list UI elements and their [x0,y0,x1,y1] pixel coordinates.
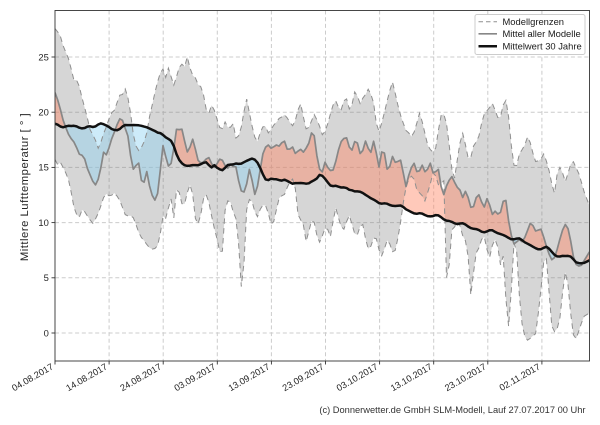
svg-text:15: 15 [38,162,48,173]
svg-text:20: 20 [38,107,48,118]
svg-text:5: 5 [44,272,49,283]
svg-text:Mittelwert 30 Jahre: Mittelwert 30 Jahre [503,40,582,51]
svg-text:Modellgrenzen: Modellgrenzen [503,16,565,27]
svg-text:Mittlere Lufttemperatur [ ° ]: Mittlere Lufttemperatur [ ° ] [19,113,31,261]
svg-text:Mittel aller Modelle: Mittel aller Modelle [503,28,581,39]
svg-text:25: 25 [38,51,48,62]
svg-text:0: 0 [44,327,49,338]
svg-text:(c) Donnerwetter.de GmbH SLM-M: (c) Donnerwetter.de GmbH SLM-Modell, Lau… [319,405,585,415]
svg-text:10: 10 [38,217,48,228]
